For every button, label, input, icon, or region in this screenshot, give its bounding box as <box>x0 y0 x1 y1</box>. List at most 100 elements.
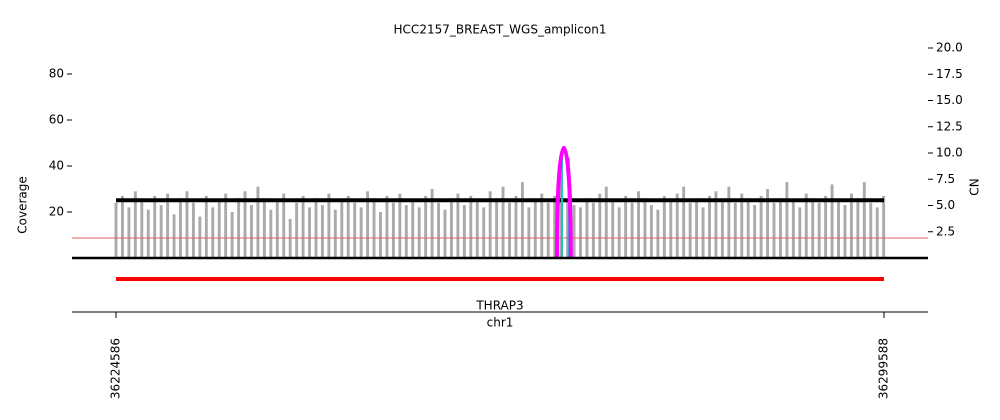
coverage-bar <box>250 205 253 258</box>
y2-axis-label: CN <box>968 178 982 195</box>
coverage-bar <box>675 193 679 258</box>
coverage-bar <box>695 198 699 258</box>
coverage-bar <box>198 216 202 258</box>
coverage-bar <box>217 200 221 258</box>
coverage-bar <box>320 205 324 258</box>
y2-tick-label: 2.5 <box>936 224 955 238</box>
y2-tick-label: 15.0 <box>936 93 963 107</box>
coverage-bar <box>714 191 718 258</box>
coverage-bar <box>314 198 318 258</box>
coverage-bar <box>340 200 344 258</box>
coverage-bar <box>372 198 376 258</box>
y-tick-label: 60 <box>49 112 64 126</box>
coverage-bar <box>275 200 279 258</box>
coverage-bar <box>404 205 408 258</box>
coverage-bar <box>662 195 666 258</box>
coverage-bar <box>166 193 170 258</box>
coverage-bar <box>553 195 557 258</box>
coverage-bar <box>566 200 570 258</box>
coverage-bar <box>720 200 724 258</box>
coverage-bar <box>617 207 621 258</box>
y2-tick-label: 12.5 <box>936 119 963 133</box>
coverage-bar <box>398 193 402 258</box>
coverage-bar <box>495 198 499 258</box>
coverage-bar <box>120 195 124 258</box>
coverage-bar <box>237 198 241 258</box>
coverage-bar <box>798 207 802 258</box>
coverage-bar <box>643 198 647 258</box>
y2-tick-label: 5.0 <box>936 198 955 212</box>
coverage-bar <box>353 202 357 258</box>
coverage-bar <box>682 186 686 258</box>
coverage-bar <box>140 200 144 258</box>
x-tick-label: 36299588 <box>876 338 890 399</box>
coverage-bar <box>508 202 511 258</box>
coverage-bar <box>520 182 524 258</box>
chart-title: HCC2157_BREAST_WGS_amplicon1 <box>394 23 607 37</box>
coverage-bar <box>766 188 770 258</box>
coverage-bar <box>837 200 840 258</box>
coverage-bar <box>269 209 273 258</box>
coverage-bar <box>817 202 821 258</box>
coverage-bar <box>701 207 705 258</box>
coverage-bar <box>785 182 789 258</box>
y-tick-label: 20 <box>49 204 64 218</box>
coverage-bar <box>159 205 163 258</box>
coverage-bar <box>243 191 247 258</box>
coverage-bar <box>443 209 447 258</box>
coverage-bar <box>391 202 395 258</box>
coverage-bar <box>708 195 711 258</box>
coverage-bar <box>469 195 473 258</box>
coverage-bar <box>346 195 350 258</box>
x-tick-label: 36224586 <box>109 338 123 399</box>
coverage-bar <box>824 195 828 258</box>
coverage-bar <box>224 193 228 258</box>
coverage-bar <box>637 191 640 258</box>
coverage-bar <box>624 195 628 258</box>
y-axis-label: Coverage <box>16 176 30 234</box>
coverage-bar <box>779 198 782 258</box>
coverage-bar <box>579 207 582 258</box>
coverage-bar <box>772 202 776 258</box>
coverage-bar <box>230 211 234 258</box>
coverage-bar <box>733 202 737 258</box>
coverage-bar <box>153 195 157 258</box>
gene-label: THRAP3 <box>475 299 523 313</box>
coverage-bar <box>591 202 595 258</box>
coverage-bar <box>379 211 382 258</box>
coverage-bar <box>727 186 731 258</box>
coverage-bar <box>146 209 150 258</box>
coverage-bar <box>804 193 808 258</box>
coverage-bar <box>114 202 118 258</box>
coverage-bar <box>656 209 660 258</box>
coverage-bar <box>546 202 550 258</box>
y2-tick-label: 10.0 <box>936 146 963 160</box>
coverage-bar <box>598 193 602 258</box>
coverage-bar <box>430 188 434 258</box>
y2-tick-label: 17.5 <box>936 67 963 81</box>
coverage-bar <box>740 193 744 258</box>
coverage-bar <box>630 202 634 258</box>
coverage-bar <box>417 207 421 258</box>
coverage-bar <box>875 207 879 258</box>
coverage-bar <box>301 195 305 258</box>
coverage-bar <box>179 198 182 258</box>
coverage-bar <box>262 198 266 258</box>
coverage-bar <box>256 186 260 258</box>
coverage-bar <box>669 200 673 258</box>
coverage-bar <box>843 205 847 258</box>
coverage-bar <box>533 198 537 258</box>
coverage-bar <box>688 202 692 258</box>
coverage-bar <box>411 200 415 258</box>
coverage-bar <box>869 202 873 258</box>
coverage-bar <box>753 205 757 258</box>
coverage-bar <box>572 205 576 258</box>
coverage-bar <box>746 198 750 258</box>
coverage-bar <box>882 195 886 258</box>
coverage-bar <box>462 205 466 258</box>
coverage-bar <box>649 205 653 258</box>
coverage-bar <box>191 202 195 258</box>
coverage-bar <box>282 193 286 258</box>
coverage-bar <box>856 198 860 258</box>
